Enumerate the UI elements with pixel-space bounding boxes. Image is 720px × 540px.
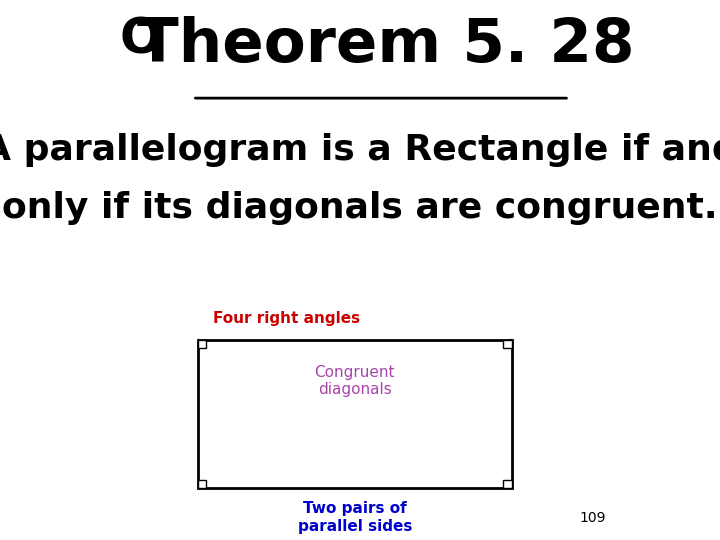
Text: 109: 109 bbox=[580, 511, 606, 525]
Text: A parallelogram is a Rectangle if and: A parallelogram is a Rectangle if and bbox=[0, 133, 720, 167]
Text: Four right angles: Four right angles bbox=[214, 311, 361, 326]
Text: Congruent
diagonals: Congruent diagonals bbox=[315, 365, 395, 397]
Text: only if its diagonals are congruent.: only if its diagonals are congruent. bbox=[2, 191, 718, 225]
Text: Theorem 5. 28: Theorem 5. 28 bbox=[138, 16, 635, 75]
Bar bbox=[503, 480, 512, 488]
Text: Two pairs of
parallel sides: Two pairs of parallel sides bbox=[297, 501, 412, 534]
Text: O: O bbox=[120, 16, 162, 64]
Bar bbox=[198, 340, 206, 348]
Bar bbox=[198, 340, 512, 488]
Bar bbox=[503, 340, 512, 348]
Bar bbox=[198, 480, 206, 488]
